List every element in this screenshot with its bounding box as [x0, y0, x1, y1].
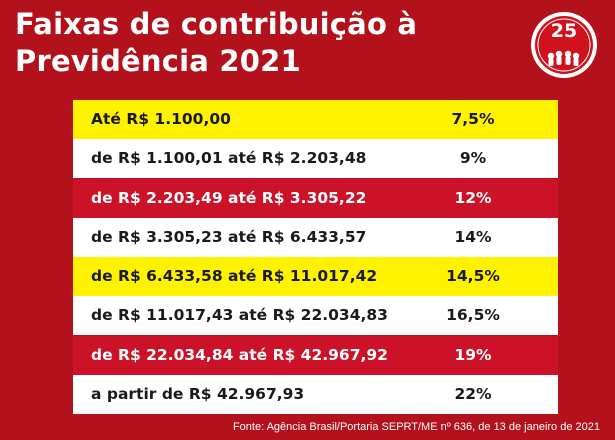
source-note: Fonte: Agência Brasil/Portaria SEPRT/ME … — [232, 421, 600, 433]
page-title: Faixas de contribuição à Previdência 202… — [15, 6, 515, 80]
rate-cell: 14% — [454, 228, 492, 246]
rate-cell: 22% — [454, 385, 492, 403]
table-row: de R$ 2.203,49 até R$ 3.305,22 12% — [73, 179, 558, 218]
table-row: de R$ 3.305,23 até R$ 6.433,57 14% — [73, 218, 558, 257]
contribution-table: Até R$ 1.100,00 7,5% de R$ 1.100,01 até R$… — [73, 100, 558, 414]
rate-cell: 12% — [454, 189, 492, 207]
range-cell: de R$ 11.017,43 até R$ 22.034,83 — [91, 306, 388, 324]
range-cell: de R$ 22.034,84 até R$ 42.967,92 — [91, 346, 388, 364]
page-title-line-2: Previdência 2021 — [15, 44, 301, 78]
rate-cell: 7,5% — [451, 110, 495, 128]
range-cell: de R$ 6.433,58 até R$ 11.017,42 — [91, 267, 378, 285]
logo-number: 25 — [550, 20, 578, 42]
anniversary-logo-icon: 25 — [531, 12, 597, 78]
table-row: Até R$ 1.100,00 7,5% — [73, 100, 558, 139]
table-row: de R$ 11.017,43 até R$ 22.034,83 16,5% — [73, 296, 558, 335]
table-row: a partir de R$ 42.967,93 22% — [73, 375, 558, 414]
table-row: de R$ 1.100,01 até R$ 2.203,48 9% — [73, 139, 558, 178]
rate-cell: 16,5% — [446, 306, 500, 324]
table-row: de R$ 22.034,84 até R$ 42.967,92 19% — [73, 336, 558, 375]
range-cell: de R$ 2.203,49 até R$ 3.305,22 — [91, 189, 367, 207]
rate-cell: 14,5% — [446, 267, 500, 285]
range-cell: de R$ 3.305,23 até R$ 6.433,57 — [91, 228, 367, 246]
rate-cell: 19% — [454, 346, 492, 364]
range-cell: Até R$ 1.100,00 — [91, 110, 231, 128]
page-title-line-1: Faixas de contribuição à — [15, 7, 418, 41]
range-cell: de R$ 1.100,01 até R$ 2.203,48 — [91, 149, 367, 167]
rate-cell: 9% — [459, 149, 487, 167]
range-cell: a partir de R$ 42.967,93 — [91, 385, 305, 403]
table-row: de R$ 6.433,58 até R$ 11.017,42 14,5% — [73, 257, 558, 296]
